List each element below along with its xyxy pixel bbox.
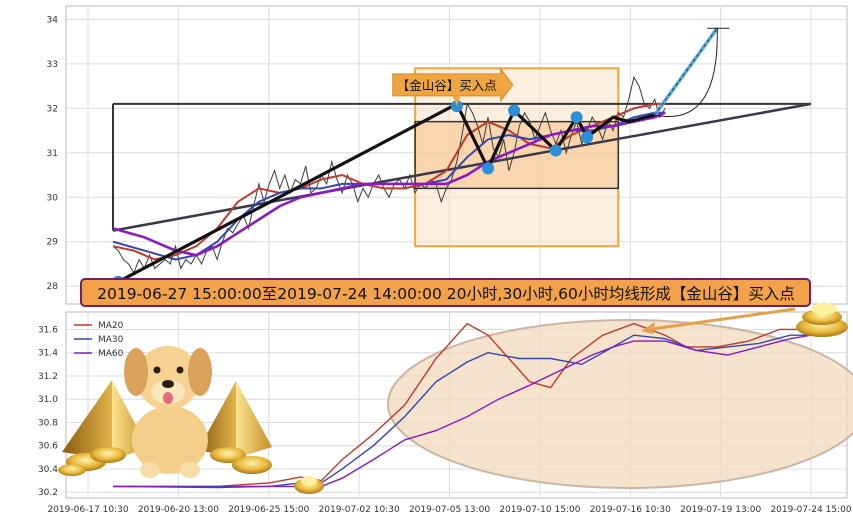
forecast-line bbox=[653, 27, 719, 117]
ma-y-tick-label: 30.4 bbox=[38, 465, 58, 475]
buy-point-arrow bbox=[392, 67, 514, 103]
pivot-point bbox=[570, 111, 583, 124]
ma-y-tick-label: 30.6 bbox=[38, 442, 58, 452]
price-panel: 28 29 30 31 32 33 34 【金山谷】买入点 2019-06-27 15:00… bbox=[47, 5, 848, 307]
legend-label-ma60: MA60 bbox=[98, 349, 124, 359]
x-tick-label: 2019-07-05 13:00 bbox=[409, 505, 490, 515]
price-y-tick-label: 34 bbox=[47, 15, 59, 25]
x-tick-label: 2019-07-19 13:00 bbox=[680, 505, 761, 515]
price-y-tick-label: 32 bbox=[47, 104, 58, 114]
ma-y-tick-label: 30.8 bbox=[38, 418, 58, 428]
price-y-tick-label: 29 bbox=[47, 238, 59, 248]
buy-point-label: 【金山谷】买入点 bbox=[397, 78, 497, 93]
price-y-tick-label: 28 bbox=[47, 282, 59, 292]
price-y-tick-label: 33 bbox=[47, 60, 58, 70]
pivot-point bbox=[482, 162, 495, 175]
ma-y-tick-label: 31.0 bbox=[38, 395, 58, 405]
gold-ingots-left bbox=[58, 447, 126, 476]
legend-label-ma30: MA30 bbox=[98, 335, 124, 345]
x-tick-label: 2019-07-02 10:30 bbox=[319, 505, 400, 515]
pivot-point bbox=[549, 144, 562, 157]
pivot-point bbox=[450, 100, 463, 113]
forecast-curve bbox=[654, 28, 718, 117]
pointer-arrow bbox=[641, 307, 796, 334]
zigzag-line bbox=[117, 101, 656, 284]
legend-label-ma20: MA20 bbox=[98, 321, 124, 331]
ma-y-tick-label: 31.2 bbox=[38, 372, 58, 382]
ma-y-tick-label: 31.6 bbox=[38, 325, 58, 335]
gold-ingots-right bbox=[210, 447, 272, 474]
x-tick-label: 2019-06-20 13:00 bbox=[138, 505, 219, 515]
x-tick-label: 2019-06-17 10:30 bbox=[47, 505, 128, 515]
x-tick-label: 2019-07-24 15:00 bbox=[770, 505, 851, 515]
banner-box bbox=[80, 278, 811, 307]
x-tick-label: 2019-06-25 15:00 bbox=[228, 505, 309, 515]
ma-y-tick-label: 30.2 bbox=[38, 488, 58, 498]
price-panel-y-ticks: 28 29 30 31 32 33 34 bbox=[47, 15, 59, 292]
price-ma-line-ma60 bbox=[112, 111, 666, 257]
ma-panel-y-ticks: 30.2 30.4 30.6 30.8 31.0 31.2 31.4 31.6 bbox=[38, 325, 58, 498]
gold-ingot-icon bbox=[294, 476, 324, 494]
legend: MA20 MA30 MA60 bbox=[74, 321, 124, 359]
pivot-point bbox=[581, 131, 594, 144]
banner-text: 2019-06-27 15:00:00至2019-07-24 14:00:00 … bbox=[97, 285, 795, 303]
x-tick-label: 2019-07-10 15:00 bbox=[499, 505, 580, 515]
gold-ingot-stack-icon bbox=[796, 303, 848, 337]
dog-mascot-icon bbox=[124, 346, 212, 478]
pivot-point bbox=[508, 104, 521, 117]
price-y-tick-label: 31 bbox=[47, 149, 58, 159]
buy-point-pointer bbox=[452, 95, 461, 106]
price-y-tick-label: 30 bbox=[47, 193, 59, 203]
x-tick-label: 2019-07-16 10:30 bbox=[590, 505, 671, 515]
ma-panel-x-ticks: 2019-06-17 10:30 2019-06-20 13:00 2019-06-… bbox=[47, 505, 851, 515]
support-line bbox=[112, 102, 812, 232]
ma-y-tick-label: 31.4 bbox=[38, 349, 58, 359]
highlight-ellipse bbox=[387, 319, 853, 489]
moving-average-panel: 30.2 30.4 30.6 30.8 31.0 31.2 31.4 31.6 2019-06… bbox=[38, 303, 853, 515]
